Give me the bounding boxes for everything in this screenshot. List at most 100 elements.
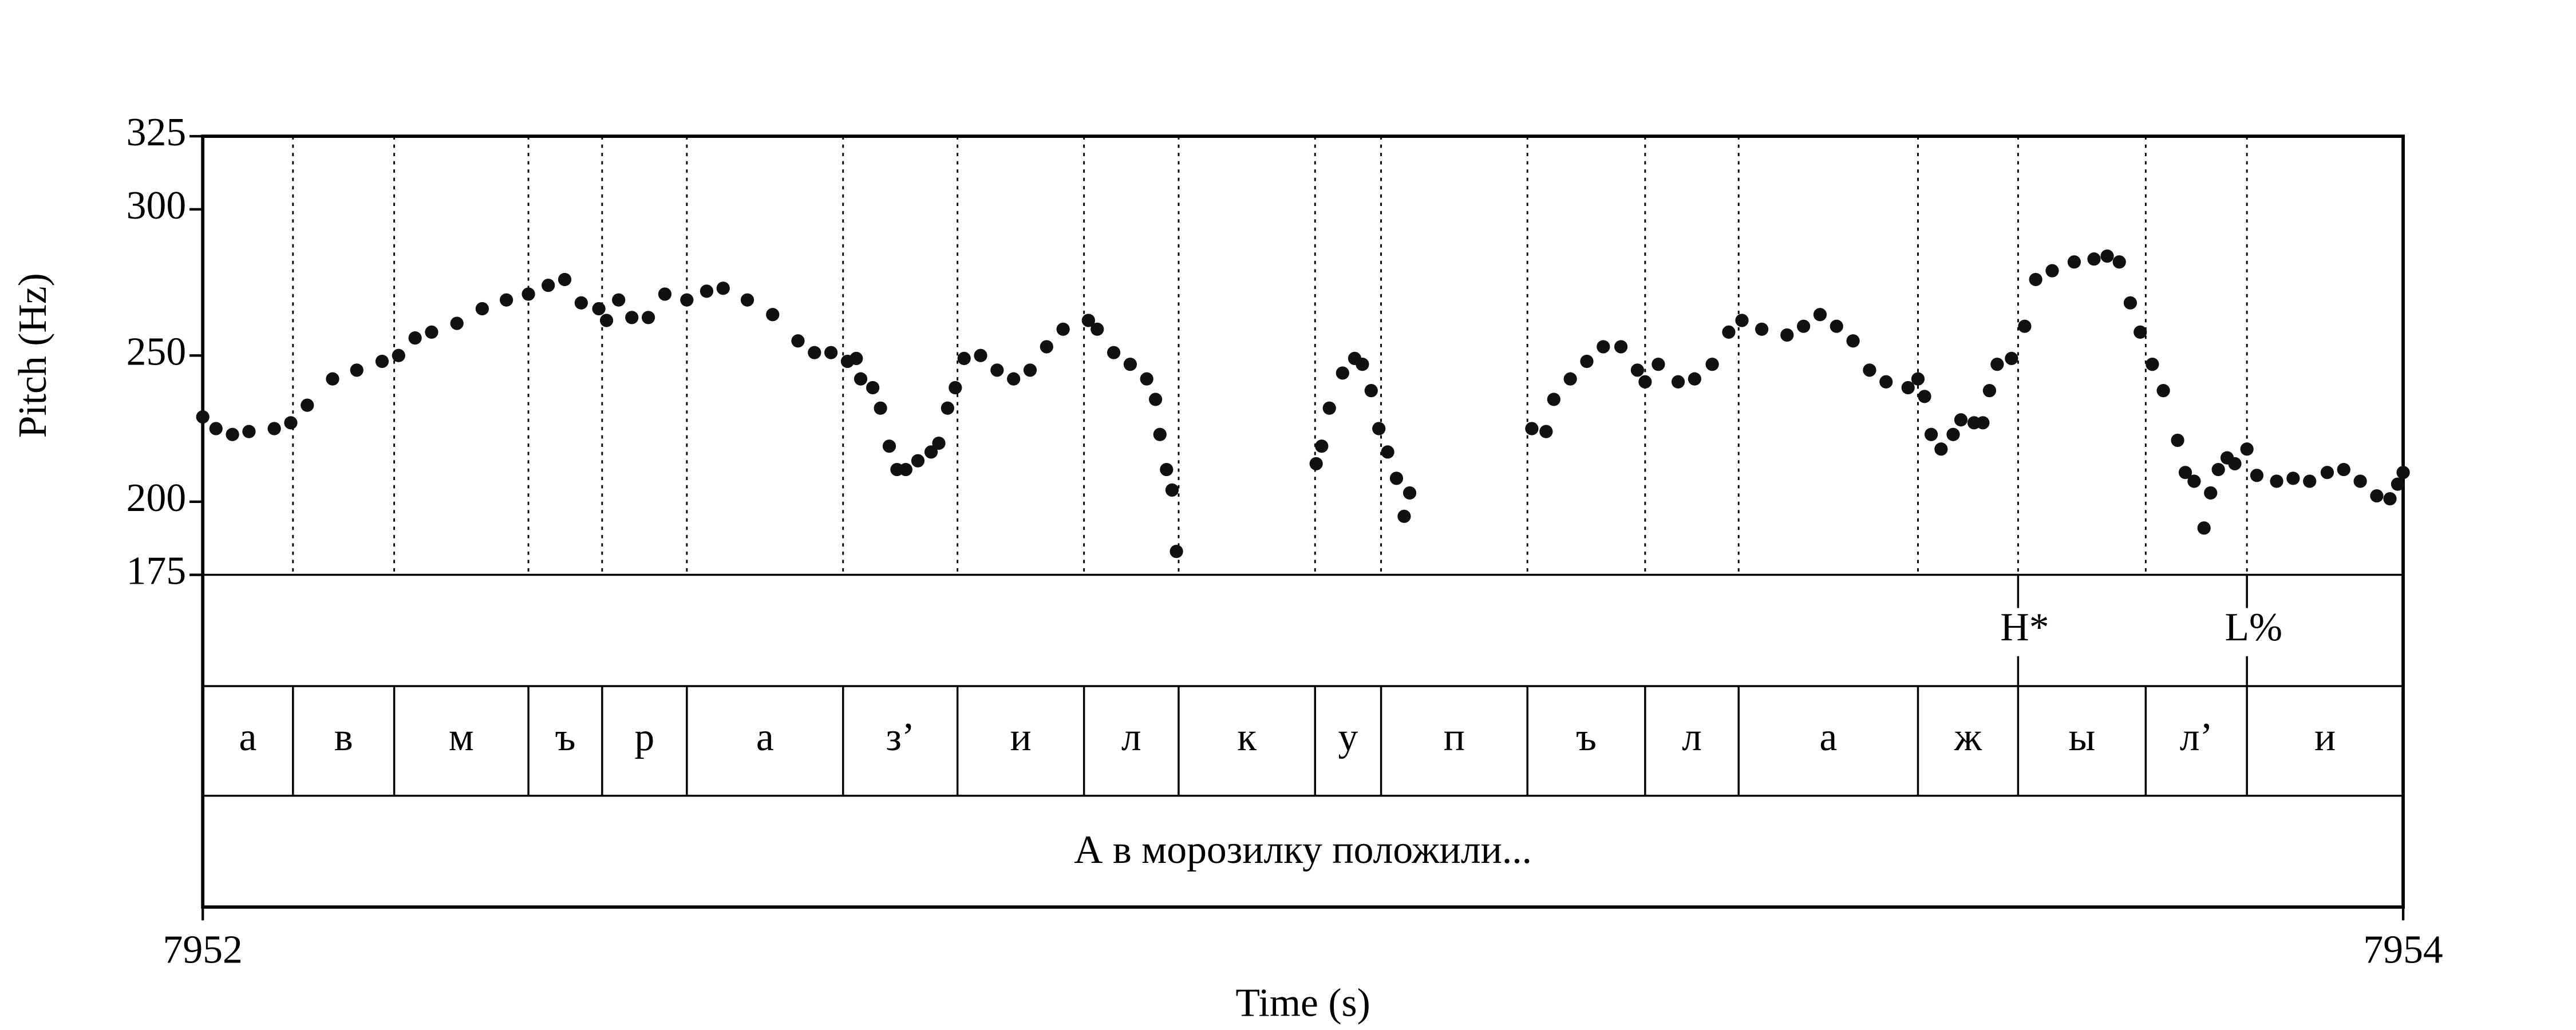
pitch-point bbox=[2240, 442, 2254, 456]
tone-label: H* bbox=[2000, 605, 2049, 649]
pitch-point bbox=[1402, 486, 1417, 500]
pitch-point bbox=[1081, 314, 1095, 327]
pitch-point bbox=[2178, 466, 2192, 480]
pitch-point bbox=[1140, 372, 1153, 386]
pitch-point bbox=[392, 348, 405, 362]
pitch-point bbox=[1040, 340, 1053, 354]
pitch-point bbox=[500, 293, 513, 307]
pitch-point bbox=[209, 422, 223, 435]
pitch-point bbox=[375, 354, 389, 369]
pitch-point bbox=[1336, 366, 1349, 380]
y-axis-title: Pitch (Hz) bbox=[11, 273, 55, 438]
segment-label: л bbox=[1121, 715, 1141, 759]
pitch-point bbox=[1107, 346, 1121, 359]
x-axis-title: Time (s) bbox=[1235, 981, 1370, 1025]
pitch-point bbox=[1846, 334, 1860, 348]
pitch-point bbox=[1364, 383, 1378, 398]
segment-label: и bbox=[1010, 715, 1032, 759]
pitch-point bbox=[1705, 358, 1719, 371]
pitch-point bbox=[1397, 509, 1411, 523]
pitch-point bbox=[558, 272, 572, 287]
pitch-point bbox=[196, 410, 210, 424]
pitch-point bbox=[2337, 462, 2350, 477]
pitch-point bbox=[1813, 308, 1827, 322]
pitch-point bbox=[2156, 383, 2170, 398]
pitch-point bbox=[2396, 466, 2410, 480]
pitch-point bbox=[854, 372, 868, 386]
segment-label: р bbox=[634, 715, 654, 759]
pitch-point bbox=[1614, 340, 1628, 354]
pitch-point bbox=[1123, 358, 1137, 371]
x-tick-label: 7952 bbox=[163, 928, 243, 972]
pitch-point bbox=[2383, 492, 2397, 506]
pitch-point bbox=[350, 363, 364, 377]
pitch-point bbox=[2270, 474, 2283, 488]
pitch-point bbox=[882, 439, 896, 453]
segment-label: л bbox=[1682, 715, 1702, 759]
pitch-point bbox=[850, 351, 863, 366]
pitch-point bbox=[2123, 296, 2138, 310]
segment-label: а bbox=[756, 715, 774, 759]
pitch-point bbox=[990, 363, 1004, 377]
pitch-point bbox=[592, 302, 606, 316]
pitch-point bbox=[2146, 358, 2159, 371]
pitch-point bbox=[1638, 375, 1652, 389]
pitch-point bbox=[641, 311, 655, 324]
pitch-point bbox=[2370, 489, 2384, 503]
segment-label: в bbox=[334, 715, 353, 759]
pitch-point bbox=[2018, 319, 2032, 333]
pitch-point bbox=[1780, 328, 1794, 342]
pitch-point bbox=[1091, 322, 1104, 336]
pitch-point bbox=[824, 346, 838, 359]
pitch-point bbox=[932, 436, 946, 450]
pitch-point bbox=[2187, 474, 2201, 488]
pitch-point bbox=[521, 287, 535, 301]
segment-label: м bbox=[449, 715, 474, 759]
pitch-point bbox=[1918, 390, 1931, 403]
pitch-point bbox=[2029, 272, 2042, 287]
pitch-point bbox=[766, 308, 780, 322]
y-tick-label: 325 bbox=[127, 110, 186, 154]
pitch-point bbox=[1315, 439, 1329, 453]
pitch-point bbox=[1389, 472, 1404, 485]
pitch-point bbox=[599, 314, 614, 327]
pitch-point bbox=[949, 381, 962, 395]
pitch-point bbox=[1160, 462, 1174, 477]
pitch-point bbox=[1322, 401, 1336, 415]
pitch-point bbox=[866, 381, 880, 395]
sentence: А в морозилку положили... bbox=[1074, 828, 1532, 872]
segment-label: ж bbox=[1954, 715, 1982, 759]
tone-label: L% bbox=[2225, 605, 2282, 649]
segment-label: к bbox=[1237, 715, 1257, 759]
pitch-point bbox=[301, 398, 314, 412]
pitch-point bbox=[2320, 466, 2334, 480]
segment-label: у bbox=[1338, 715, 1358, 759]
pitch-point bbox=[542, 279, 555, 292]
pitch-point bbox=[2045, 264, 2059, 278]
pitch-point bbox=[450, 316, 464, 330]
segment-label: ы bbox=[2068, 715, 2095, 759]
pitch-point bbox=[2303, 474, 2317, 488]
pitch-point bbox=[957, 351, 971, 366]
segment-label: з’ bbox=[886, 715, 915, 759]
pitch-point bbox=[700, 284, 714, 298]
y-tick-label: 250 bbox=[127, 330, 186, 374]
pitch-point bbox=[326, 372, 339, 386]
pitch-point bbox=[911, 454, 925, 468]
pitch-point bbox=[791, 334, 805, 348]
pitch-point bbox=[899, 462, 912, 477]
pitch-point bbox=[1525, 422, 1539, 435]
segment-label: а bbox=[1819, 715, 1837, 759]
pitch-point bbox=[1007, 372, 1021, 386]
pitch-point bbox=[1830, 319, 1843, 333]
pitch-point bbox=[874, 401, 887, 415]
segment-label: л’ bbox=[2180, 715, 2213, 759]
pitch-point bbox=[1170, 545, 1183, 558]
pitch-point bbox=[1863, 363, 1876, 377]
pitch-point bbox=[1946, 427, 1960, 441]
pitch-point bbox=[1954, 413, 1968, 427]
segment-label: п bbox=[1444, 715, 1465, 759]
